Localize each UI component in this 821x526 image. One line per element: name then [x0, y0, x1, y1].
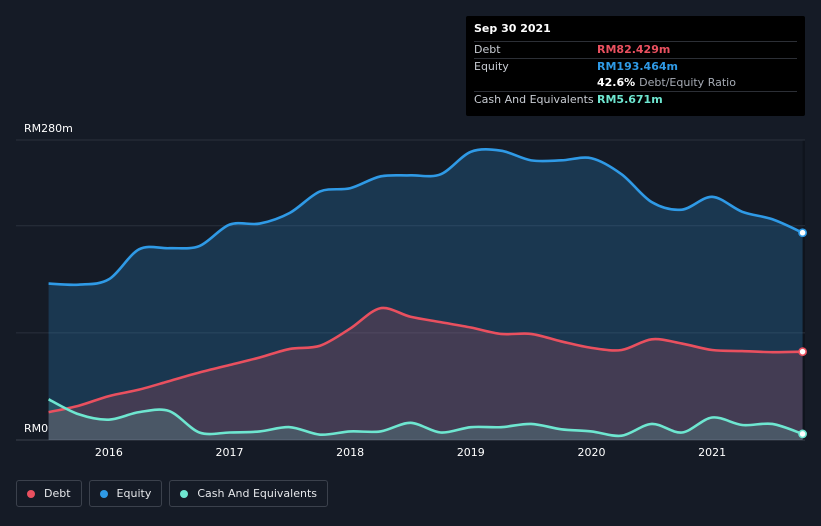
x-tick-label: 2021	[698, 446, 726, 459]
end-markers	[798, 228, 807, 439]
debt-dot-icon	[27, 489, 35, 498]
legend-item-equity[interactable]: Equity	[88, 480, 163, 507]
tooltip-cash-row: Cash And Equivalents RM5.671m	[474, 91, 797, 108]
tooltip-cash-value: RM5.671m	[597, 93, 663, 106]
legend-label-equity: Equity	[116, 487, 152, 500]
tooltip-panel: Sep 30 2021 Debt RM82.429m Equity RM193.…	[466, 16, 805, 116]
tooltip-debt-row: Debt RM82.429m	[474, 41, 797, 58]
tooltip-ratio-row: 42.6% Debt/Equity Ratio	[474, 75, 797, 91]
y-tick-label-max: RM280m	[24, 122, 73, 135]
equity-dot-icon	[99, 489, 108, 498]
cash-dot-icon	[180, 489, 189, 498]
equity-end-marker	[798, 228, 807, 238]
tooltip-debt-label: Debt	[474, 43, 501, 56]
x-tick-label: 2018	[336, 446, 364, 459]
tooltip-equity-row: Equity RM193.464m	[474, 58, 797, 75]
chart-grid	[16, 139, 805, 441]
x-tick-label: 2019	[457, 446, 485, 459]
debt-line	[48, 306, 803, 414]
tooltip-cash-label: Cash And Equivalents	[474, 93, 594, 106]
chart-lines	[47, 148, 804, 438]
equity-line	[48, 148, 804, 287]
chart-legend: Debt Equity Cash And Equivalents	[16, 480, 328, 507]
tooltip-debt-value: RM82.429m	[597, 43, 671, 56]
cash-line	[47, 398, 804, 438]
cash-area	[48, 399, 803, 440]
legend-item-debt[interactable]: Debt	[16, 480, 82, 507]
future-region	[802, 140, 805, 440]
debt-area	[48, 307, 803, 440]
tooltip-ratio-label: Debt/Equity Ratio	[639, 76, 736, 89]
legend-item-cash[interactable]: Cash And Equivalents	[169, 480, 328, 507]
tooltip-equity-value: RM193.464m	[597, 60, 678, 73]
tooltip-equity-label: Equity	[474, 60, 509, 73]
x-axis-ticks: 2016 2017 2018 2019 2020 2021	[95, 446, 726, 459]
x-tick-label: 2017	[216, 446, 244, 459]
chart-areas	[48, 149, 803, 440]
cash-end-marker	[798, 429, 807, 439]
tooltip-ratio-value: 42.6%	[597, 76, 636, 89]
x-tick-label: 2016	[95, 446, 123, 459]
debt-end-marker	[798, 347, 807, 357]
legend-label-cash: Cash And Equivalents	[197, 487, 317, 500]
y-tick-label-min: RM0	[24, 422, 49, 435]
equity-area	[48, 149, 803, 440]
legend-label-debt: Debt	[44, 487, 71, 500]
x-tick-label: 2020	[577, 446, 605, 459]
tooltip-date: Sep 30 2021	[474, 22, 551, 35]
